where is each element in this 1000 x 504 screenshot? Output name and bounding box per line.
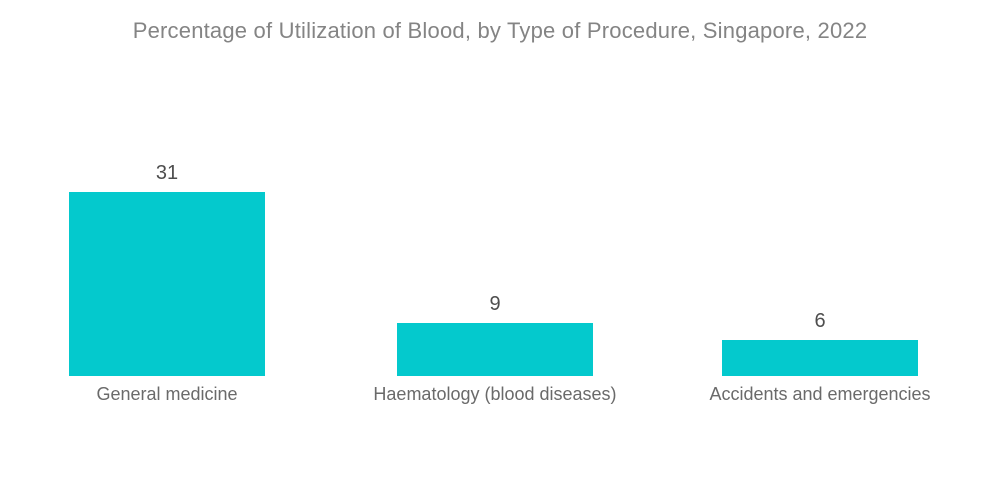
bar-value-label: 31 (155, 162, 179, 184)
bar-value-label: 6 (814, 310, 826, 332)
bar-group: 31 General medicine (7, 0, 327, 504)
category-label: General medicine (96, 384, 238, 404)
bar-value-label: 9 (489, 293, 501, 315)
chart-title: Percentage of Utilization of Blood, by T… (132, 18, 868, 43)
bar-group: 6 Accidents and emergencies (660, 0, 980, 504)
category-label: Haematology (blood diseases) (373, 384, 617, 404)
bar[interactable] (397, 323, 593, 376)
bar-group: 9 Haematology (blood diseases) (335, 0, 655, 504)
category-label: Accidents and emergencies (709, 384, 931, 404)
bar[interactable] (69, 192, 265, 376)
bar[interactable] (722, 340, 918, 376)
